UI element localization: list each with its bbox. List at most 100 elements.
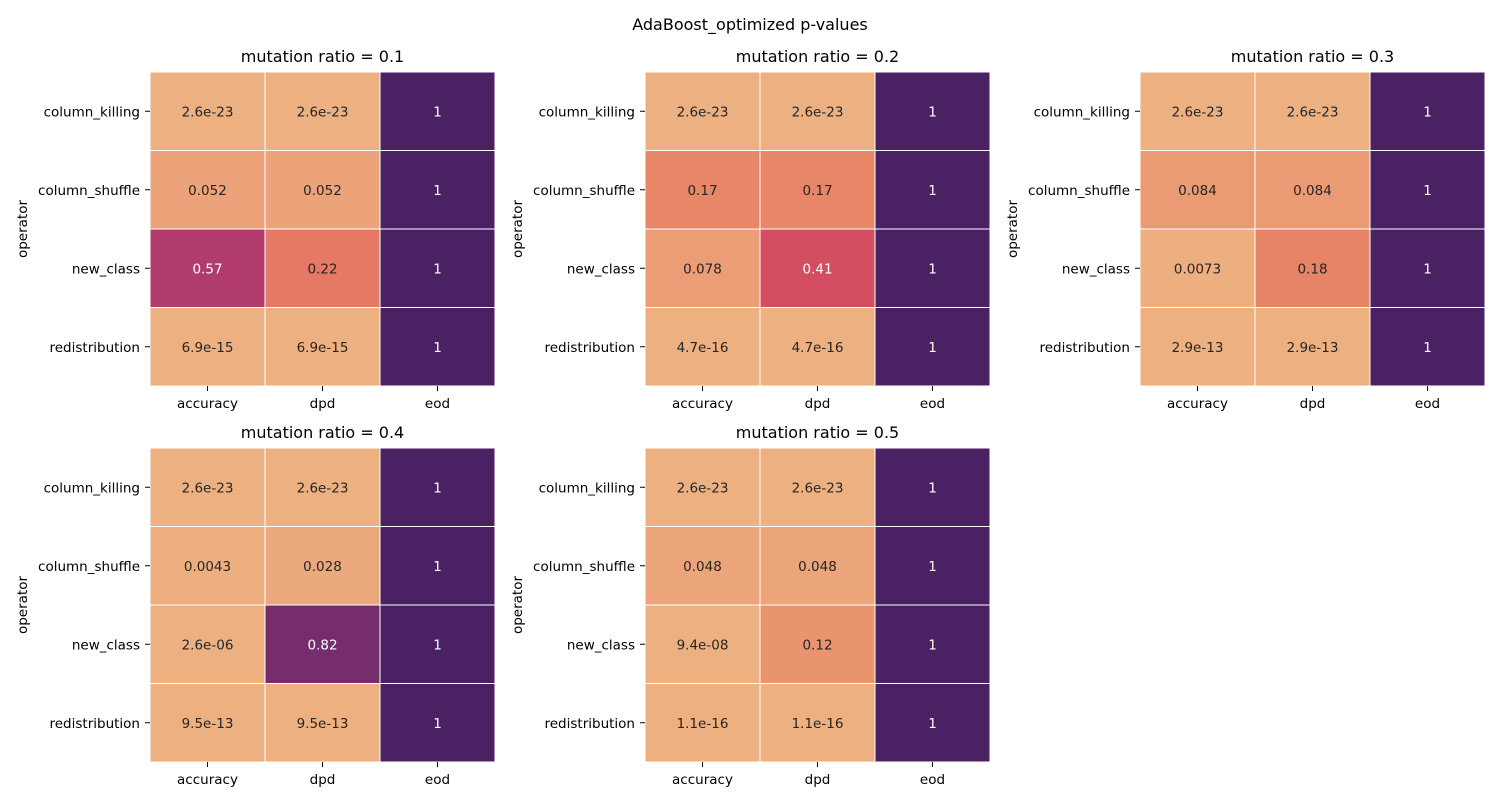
heatmap-cell <box>264 604 381 684</box>
heatmap-cell <box>379 526 496 606</box>
x-tick-label: eod <box>425 396 450 412</box>
y-tick-label: new_class <box>72 637 140 653</box>
heatmap-cell <box>264 150 381 230</box>
heatmap-cell <box>644 683 761 763</box>
heatmap-cell <box>1254 71 1371 151</box>
panel-title: mutation ratio = 0.5 <box>736 423 899 442</box>
x-tick-label: accuracy <box>1167 396 1228 412</box>
heatmap-cell <box>644 604 761 684</box>
heatmap-cell <box>874 604 991 684</box>
heatmap-cell <box>379 683 496 763</box>
cell-value-label: 0.17 <box>687 183 717 199</box>
y-axis-label: operator <box>1005 200 1021 259</box>
cell-value-label: 2.6e-23 <box>792 104 844 120</box>
y-tick-label: redistribution <box>545 340 636 356</box>
heatmap-cell <box>149 71 266 151</box>
y-tick-label: column_killing <box>539 480 635 496</box>
cell-value-label: 0.18 <box>1297 261 1327 277</box>
cell-value-label: 1 <box>433 104 442 120</box>
heatmap-cell <box>1139 71 1256 151</box>
cell-value-label: 1 <box>928 104 937 120</box>
y-tick-label: column_shuffle <box>38 559 140 575</box>
heatmap-cell <box>1369 228 1486 308</box>
cell-value-label: 2.6e-23 <box>677 104 729 120</box>
cell-value-label: 1 <box>928 559 937 575</box>
heatmap-cell <box>874 683 991 763</box>
heatmap-cell <box>149 683 266 763</box>
panel-title: mutation ratio = 0.1 <box>241 47 404 66</box>
heatmap-cell <box>1139 228 1256 308</box>
cell-value-label: 1 <box>928 480 937 496</box>
heatmap-panel: mutation ratio = 0.5 2.6e-23 2.6e-23 1 0.048… <box>510 423 991 788</box>
y-tick-label: new_class <box>1062 261 1130 277</box>
cell-value-label: 1.1e-16 <box>792 716 844 732</box>
y-tick-label: column_shuffle <box>533 559 635 575</box>
x-tick-label: eod <box>1415 396 1440 412</box>
heatmap-cell <box>264 683 381 763</box>
cell-value-label: 2.6e-23 <box>1172 104 1224 120</box>
heatmap-cell <box>379 447 496 527</box>
cell-value-label: 1 <box>928 716 937 732</box>
heatmap-cell <box>379 228 496 308</box>
figure-title: AdaBoost_optimized p-values <box>632 15 868 35</box>
x-tick-label: dpd <box>805 396 831 412</box>
cell-value-label: 1 <box>1423 104 1432 120</box>
cell-value-label: 1 <box>433 480 442 496</box>
y-tick-label: redistribution <box>50 340 141 356</box>
cell-value-label: 9.5e-13 <box>297 716 349 732</box>
heatmap-cell <box>264 228 381 308</box>
x-tick-label: dpd <box>310 396 336 412</box>
x-tick-label: dpd <box>1300 396 1326 412</box>
cell-value-label: 9.5e-13 <box>182 716 234 732</box>
cell-value-label: 0.052 <box>188 183 227 199</box>
cell-value-label: 2.6e-23 <box>677 480 729 496</box>
heatmap-cell <box>1369 307 1486 387</box>
heatmap-cell <box>149 307 266 387</box>
cell-value-label: 0.22 <box>307 261 337 277</box>
cell-value-label: 1 <box>433 183 442 199</box>
y-axis-label: operator <box>510 576 526 635</box>
heatmap-cell <box>149 447 266 527</box>
heatmap-cell <box>759 71 876 151</box>
y-tick-label: column_killing <box>44 480 140 496</box>
x-tick-label: accuracy <box>177 396 238 412</box>
cell-value-label: 0.82 <box>307 637 337 653</box>
x-tick-label: accuracy <box>177 772 238 788</box>
cell-value-label: 1 <box>1423 261 1432 277</box>
cell-value-label: 9.4e-08 <box>677 637 729 653</box>
cell-value-label: 1 <box>433 637 442 653</box>
cell-value-label: 1 <box>928 340 937 356</box>
y-axis-label: operator <box>15 200 31 259</box>
cell-value-label: 1 <box>1423 340 1432 356</box>
cell-value-label: 0.048 <box>798 559 837 575</box>
cell-value-label: 2.9e-13 <box>1172 340 1224 356</box>
cell-value-label: 0.052 <box>303 183 342 199</box>
heatmap-cell <box>759 526 876 606</box>
x-tick-label: accuracy <box>672 772 733 788</box>
panel-title: mutation ratio = 0.3 <box>1231 47 1394 66</box>
cell-value-label: 1 <box>1423 183 1432 199</box>
heatmap-panels: mutation ratio = 0.1 2.6e-23 2.6e-23 1 0.052… <box>15 47 1486 788</box>
cell-value-label: 4.7e-16 <box>792 340 844 356</box>
cell-value-label: 0.084 <box>1293 183 1332 199</box>
cell-value-label: 0.084 <box>1178 183 1217 199</box>
heatmap-cell <box>149 228 266 308</box>
heatmap-cell <box>1139 150 1256 230</box>
cell-value-label: 2.6e-23 <box>1287 104 1339 120</box>
heatmap-cell <box>264 307 381 387</box>
cell-value-label: 2.6e-06 <box>182 637 234 653</box>
y-tick-label: column_shuffle <box>1028 183 1130 199</box>
heatmap-cell <box>874 150 991 230</box>
x-tick-label: dpd <box>310 772 336 788</box>
heatmap-cell <box>1139 307 1256 387</box>
x-tick-label: dpd <box>805 772 831 788</box>
heatmap-cell <box>874 307 991 387</box>
heatmap-cell <box>644 150 761 230</box>
heatmap-cell <box>759 307 876 387</box>
cell-value-label: 1 <box>433 261 442 277</box>
cell-value-label: 1 <box>928 183 937 199</box>
y-axis-label: operator <box>15 576 31 635</box>
cell-value-label: 0.41 <box>802 261 832 277</box>
y-tick-label: column_shuffle <box>533 183 635 199</box>
